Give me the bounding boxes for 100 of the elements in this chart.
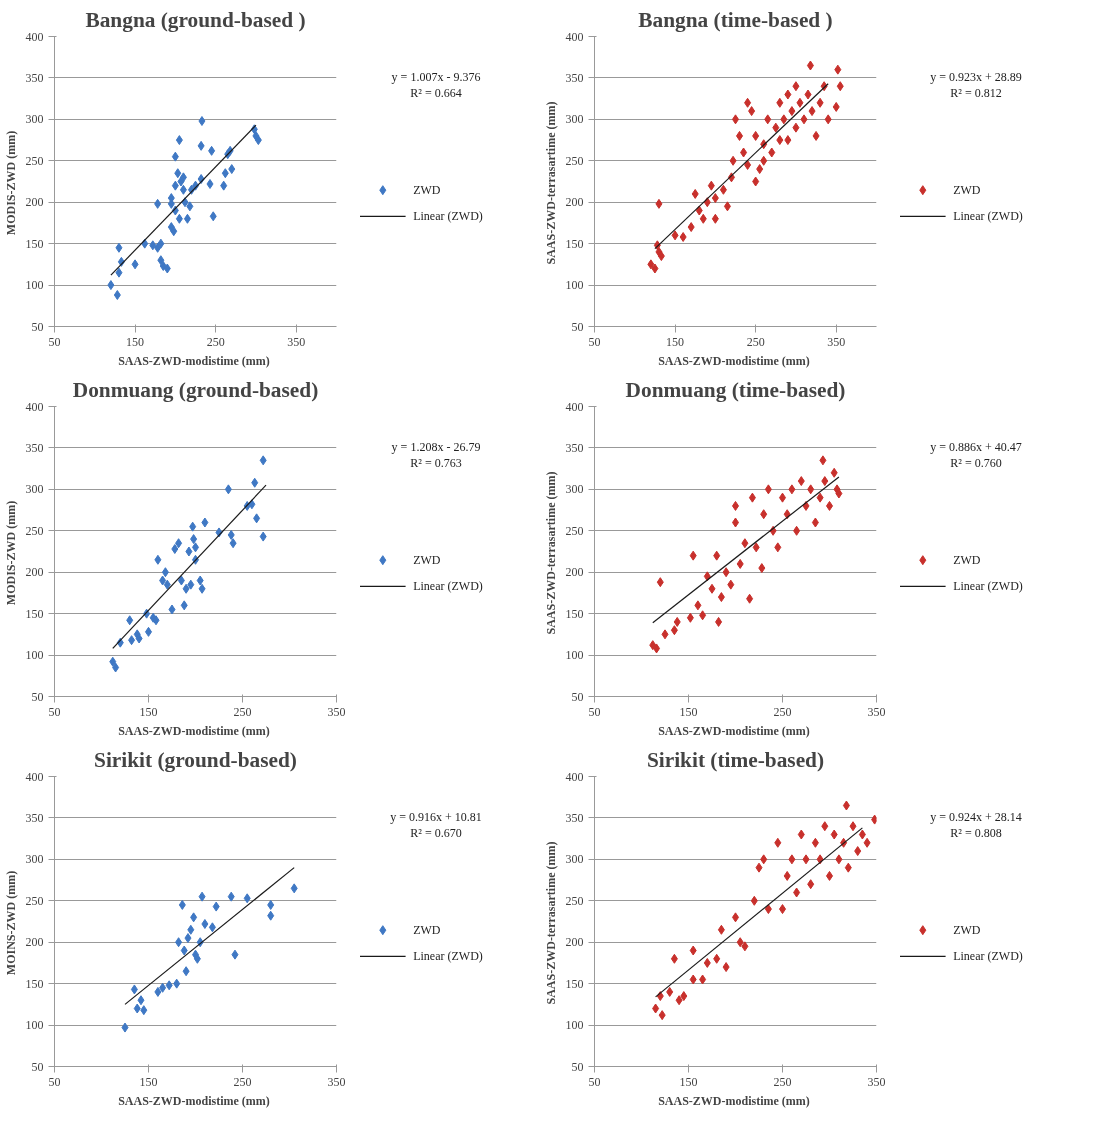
- x-tick-label: 150: [679, 704, 698, 719]
- y-tick-label: 300: [565, 112, 584, 127]
- x-tick-label: 50: [588, 1074, 601, 1089]
- text: R² = 0.812: [950, 86, 1002, 101]
- text: R² = 0.664: [410, 86, 462, 101]
- legend-label: ZWD: [953, 923, 981, 938]
- y-tick-label: 350: [565, 70, 584, 85]
- y-tick-label: 50: [31, 1059, 44, 1074]
- y-tick-label: 400: [565, 29, 584, 44]
- y-tick-label: 350: [25, 810, 44, 825]
- x-tick-label: 150: [679, 1074, 698, 1089]
- y-tick-label: 350: [25, 70, 44, 85]
- y-axis-title: MODIS-ZWD (mm): [3, 130, 18, 236]
- x-tick-label: 50: [48, 334, 61, 349]
- y-tick-label: 200: [25, 195, 44, 210]
- text: R² = 0.763: [410, 456, 462, 471]
- y-tick-label: 400: [25, 769, 44, 784]
- legend-label: Linear (ZWD): [413, 579, 483, 594]
- x-tick-label: 150: [139, 704, 158, 719]
- y-tick-label: 150: [25, 236, 44, 251]
- y-tick-label: 50: [571, 1059, 584, 1074]
- legend-label: Linear (ZWD): [413, 209, 483, 224]
- text: y = 1.007x - 9.376: [391, 70, 481, 85]
- y-tick-label: 100: [25, 278, 44, 293]
- y-tick-label: 100: [565, 1018, 584, 1033]
- y-tick-label: 150: [565, 606, 584, 621]
- legend-label: ZWD: [953, 553, 981, 568]
- x-tick-label: 150: [126, 334, 145, 349]
- x-tick-label: 50: [48, 1074, 61, 1089]
- y-tick-label: 100: [565, 648, 584, 663]
- y-tick-label: 50: [571, 319, 584, 334]
- x-tick-label: 250: [233, 704, 252, 719]
- x-tick-label: 350: [327, 1074, 346, 1089]
- y-tick-label: 300: [565, 482, 584, 497]
- y-axis-title: SAAS-ZWD-terrasartime (mm): [543, 471, 558, 635]
- y-tick-label: 100: [565, 278, 584, 293]
- y-tick-label: 50: [31, 319, 44, 334]
- text: y = 0.924x + 28.14: [930, 810, 1022, 825]
- y-tick-label: 350: [565, 810, 584, 825]
- y-tick-label: 150: [25, 606, 44, 621]
- y-tick-label: 200: [25, 565, 44, 580]
- y-tick-label: 100: [25, 648, 44, 663]
- x-tick-label: 250: [746, 334, 765, 349]
- y-tick-label: 400: [25, 29, 44, 44]
- y-tick-label: 250: [25, 893, 44, 908]
- legend-label: Linear (ZWD): [413, 949, 483, 964]
- y-tick-label: 200: [565, 195, 584, 210]
- y-tick-label: 150: [565, 236, 584, 251]
- text: R² = 0.670: [410, 826, 462, 841]
- x-tick-label: 350: [327, 704, 346, 719]
- x-axis-title: SAAS-ZWD-modistime (mm): [658, 353, 810, 368]
- y-tick-label: 250: [565, 153, 584, 168]
- y-tick-label: 150: [565, 976, 584, 991]
- y-tick-label: 250: [25, 153, 44, 168]
- x-axis-title: SAAS-ZWD-modistime (mm): [118, 723, 270, 738]
- x-tick-label: 150: [139, 1074, 158, 1089]
- y-axis-title: SAAS-ZWD-terrasartime (mm): [543, 841, 558, 1005]
- chart-title: Sirikit (time-based): [646, 747, 825, 772]
- chart-title: Bangna (time-based ): [638, 7, 833, 32]
- x-tick-label: 250: [233, 1074, 252, 1089]
- chart-title: Sirikit (ground-based): [94, 747, 297, 772]
- x-tick-label: 250: [773, 1074, 792, 1089]
- y-tick-label: 100: [25, 1018, 44, 1033]
- text: y = 0.886x + 40.47: [930, 440, 1022, 455]
- y-tick-label: 50: [31, 689, 44, 704]
- y-tick-label: 300: [565, 852, 584, 867]
- y-tick-label: 250: [25, 523, 44, 538]
- chart-title: Donmuang (time-based): [625, 377, 846, 402]
- y-tick-label: 350: [565, 440, 584, 455]
- x-tick-label: 350: [867, 704, 886, 719]
- x-tick-label: 50: [588, 704, 601, 719]
- y-tick-label: 200: [25, 935, 44, 950]
- x-tick-label: 150: [666, 334, 685, 349]
- x-axis-title: SAAS-ZWD-modistime (mm): [658, 1093, 810, 1108]
- legend-label: ZWD: [413, 183, 441, 198]
- legend-label: Linear (ZWD): [953, 209, 1023, 224]
- y-tick-label: 200: [565, 935, 584, 950]
- legend-label: ZWD: [413, 923, 441, 938]
- text: R² = 0.760: [950, 456, 1002, 471]
- y-tick-label: 400: [565, 399, 584, 414]
- text: y = 0.923x + 28.89: [930, 70, 1022, 85]
- y-tick-label: 300: [25, 852, 44, 867]
- chart-title: Donmuang (ground-based): [72, 377, 319, 402]
- x-axis-title: SAAS-ZWD-modistime (mm): [658, 723, 810, 738]
- y-tick-label: 150: [25, 976, 44, 991]
- y-tick-label: 200: [565, 565, 584, 580]
- legend-label: ZWD: [413, 553, 441, 568]
- x-tick-label: 250: [206, 334, 225, 349]
- y-axis-title: MODIS-ZWD (mm): [3, 500, 18, 606]
- x-tick-label: 50: [48, 704, 61, 719]
- x-tick-label: 350: [867, 1074, 886, 1089]
- chart-title: Bangna (ground-based ): [85, 7, 306, 32]
- x-tick-label: 350: [287, 334, 306, 349]
- y-tick-label: 300: [25, 482, 44, 497]
- y-tick-label: 250: [565, 523, 584, 538]
- y-axis-title: MOINS-ZWD (mm): [3, 870, 18, 976]
- y-axis-title: SAAS-ZWD-terrasartime (mm): [543, 101, 558, 265]
- x-tick-label: 250: [773, 704, 792, 719]
- x-tick-label: 350: [827, 334, 846, 349]
- x-axis-title: SAAS-ZWD-modistime (mm): [118, 353, 270, 368]
